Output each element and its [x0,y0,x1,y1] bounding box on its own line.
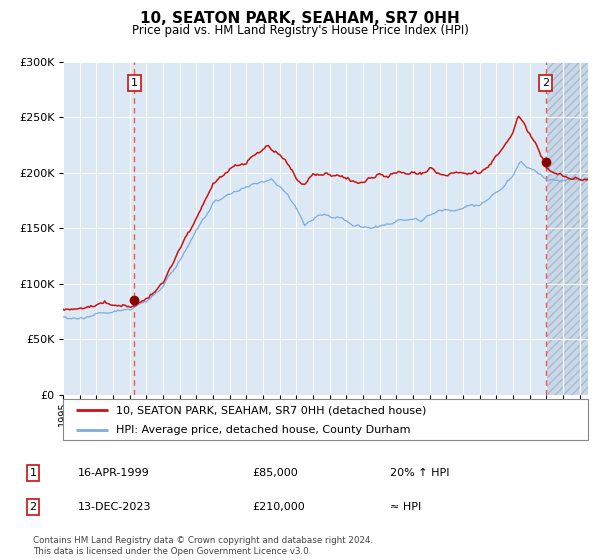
Text: 1: 1 [131,78,138,88]
Text: £85,000: £85,000 [252,468,298,478]
Text: Contains HM Land Registry data © Crown copyright and database right 2024.
This d: Contains HM Land Registry data © Crown c… [33,536,373,556]
Text: Price paid vs. HM Land Registry's House Price Index (HPI): Price paid vs. HM Land Registry's House … [131,24,469,36]
Text: £210,000: £210,000 [252,502,305,512]
Bar [545,62,588,395]
Text: ≈ HPI: ≈ HPI [390,502,421,512]
Text: 10, SEATON PARK, SEAHAM, SR7 0HH (detached house): 10, SEATON PARK, SEAHAM, SR7 0HH (detach… [115,405,426,415]
Bar [545,62,588,395]
Text: 2: 2 [542,78,549,88]
Text: 13-DEC-2023: 13-DEC-2023 [78,502,151,512]
Text: 16-APR-1999: 16-APR-1999 [78,468,150,478]
Text: 1: 1 [29,468,37,478]
Text: HPI: Average price, detached house, County Durham: HPI: Average price, detached house, Coun… [115,424,410,435]
Text: 20% ↑ HPI: 20% ↑ HPI [390,468,449,478]
Text: 2: 2 [29,502,37,512]
Text: 10, SEATON PARK, SEAHAM, SR7 0HH: 10, SEATON PARK, SEAHAM, SR7 0HH [140,11,460,26]
FancyBboxPatch shape [63,399,588,440]
